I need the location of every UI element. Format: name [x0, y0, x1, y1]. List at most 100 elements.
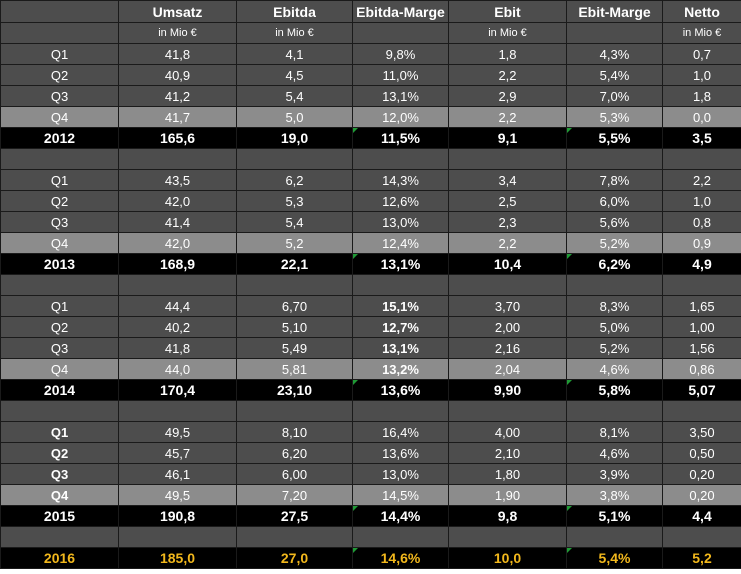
cell-ebit: 2,9 — [448, 85, 567, 107]
header-cell-umsatz: Umsatz — [118, 0, 237, 23]
cell-ebit-marge: 3,8% — [566, 484, 663, 506]
row-label: 2013 — [0, 253, 119, 275]
cell-ebitda: 5,10 — [236, 316, 353, 338]
cell-ebitda-marge: 13,6% — [352, 442, 449, 464]
quarter-row: Q2 40,2 5,10 12,7% 2,00 5,0% 1,00 — [0, 316, 741, 338]
quarter-row: Q2 42,0 5,3 12,6% 2,5 6,0% 1,0 — [0, 190, 741, 212]
cell-ebitda-marge: 12,6% — [352, 190, 449, 212]
cell-ebit: 2,00 — [448, 316, 567, 338]
quarter-row: Q2 40,9 4,5 11,0% 2,2 5,4% 1,0 — [0, 64, 741, 86]
cell-ebit: 2,2 — [448, 232, 567, 254]
cell-netto: 1,56 — [662, 337, 741, 359]
total-row: 2015 190,8 27,5 14,4% 9,8 5,1% 4,4 — [0, 505, 741, 527]
cell-ebitda-marge: 13,0% — [352, 463, 449, 485]
spacer-cell — [662, 400, 741, 422]
quarter-row: Q2 45,7 6,20 13,6% 2,10 4,6% 0,50 — [0, 442, 741, 464]
row-label: Q4 — [0, 358, 119, 380]
cell-ebitda: 4,5 — [236, 64, 353, 86]
row-label: Q4 — [0, 484, 119, 506]
cell-netto: 0,50 — [662, 442, 741, 464]
cell-ebitda: 6,70 — [236, 295, 353, 317]
header-row: Umsatz Ebitda Ebitda-Marge Ebit Ebit-Mar… — [0, 0, 741, 23]
cell-umsatz: 42,0 — [118, 190, 237, 212]
cell-ebit: 2,5 — [448, 190, 567, 212]
cell-umsatz: 185,0 — [118, 547, 237, 569]
cell-umsatz: 41,8 — [118, 337, 237, 359]
cell-ebitda-marge: 11,0% — [352, 64, 449, 86]
row-label: Q1 — [0, 421, 119, 443]
unit-cell-ebitda: in Mio € — [236, 22, 353, 44]
cell-ebitda-marge: 14,3% — [352, 169, 449, 191]
cell-netto: 0,20 — [662, 463, 741, 485]
spacer-cell — [352, 526, 449, 548]
header-cell-ebit-marge: Ebit-Marge — [566, 0, 663, 23]
cell-ebit-marge: 4,3% — [566, 43, 663, 65]
cell-umsatz: 42,0 — [118, 232, 237, 254]
row-label: Q3 — [0, 85, 119, 107]
cell-ebitda: 22,1 — [236, 253, 353, 275]
cell-umsatz: 43,5 — [118, 169, 237, 191]
unit-cell-umsatz: in Mio € — [118, 22, 237, 44]
cell-umsatz: 49,5 — [118, 484, 237, 506]
row-label: Q3 — [0, 463, 119, 485]
spacer-cell — [448, 400, 567, 422]
header-cell-netto: Netto — [662, 0, 741, 23]
cell-netto: 1,8 — [662, 85, 741, 107]
cell-netto: 2,2 — [662, 169, 741, 191]
row-label: 2012 — [0, 127, 119, 149]
total-row: 2014 170,4 23,10 13,6% 9,90 5,8% 5,07 — [0, 379, 741, 401]
cell-ebitda: 19,0 — [236, 127, 353, 149]
spacer-cell — [0, 400, 119, 422]
cell-ebitda: 27,0 — [236, 547, 353, 569]
cell-ebitda: 7,20 — [236, 484, 353, 506]
header-cell-ebitda-marge: Ebitda-Marge — [352, 0, 449, 23]
cell-ebitda: 23,10 — [236, 379, 353, 401]
row-label: 2014 — [0, 379, 119, 401]
cell-ebitda: 8,10 — [236, 421, 353, 443]
cell-ebitda-marge: 16,4% — [352, 421, 449, 443]
spacer-cell — [448, 526, 567, 548]
cell-ebitda-marge: 11,5% — [352, 127, 449, 149]
cell-ebit: 4,00 — [448, 421, 567, 443]
unit-cell-netto: in Mio € — [662, 22, 741, 44]
cell-ebit-marge: 7,0% — [566, 85, 663, 107]
cell-netto: 5,2 — [662, 547, 741, 569]
quarter-row: Q1 41,8 4,1 9,8% 1,8 4,3% 0,7 — [0, 43, 741, 65]
cell-netto: 0,20 — [662, 484, 741, 506]
row-label: Q1 — [0, 43, 119, 65]
row-label: Q2 — [0, 190, 119, 212]
cell-netto: 3,50 — [662, 421, 741, 443]
total-row: 2013 168,9 22,1 13,1% 10,4 6,2% 4,9 — [0, 253, 741, 275]
spacer-cell — [566, 526, 663, 548]
row-label: 2016 — [0, 547, 119, 569]
cell-umsatz: 40,2 — [118, 316, 237, 338]
cell-ebit: 2,04 — [448, 358, 567, 380]
cell-netto: 0,0 — [662, 106, 741, 128]
row-label: Q3 — [0, 211, 119, 233]
cell-ebit: 2,16 — [448, 337, 567, 359]
quarter-row: Q4 44,0 5,81 13,2% 2,04 4,6% 0,86 — [0, 358, 741, 380]
cell-ebitda: 6,2 — [236, 169, 353, 191]
cell-ebit: 10,0 — [448, 547, 567, 569]
header-cell-label — [0, 0, 119, 23]
cell-ebit: 3,70 — [448, 295, 567, 317]
quarter-row: Q4 41,7 5,0 12,0% 2,2 5,3% 0,0 — [0, 106, 741, 128]
row-label: Q2 — [0, 64, 119, 86]
cell-ebit-marge: 5,1% — [566, 505, 663, 527]
cell-ebit-marge: 5,3% — [566, 106, 663, 128]
cell-ebit-marge: 5,2% — [566, 232, 663, 254]
cell-ebitda-marge: 14,6% — [352, 547, 449, 569]
cell-ebit-marge: 5,4% — [566, 64, 663, 86]
cell-netto: 4,4 — [662, 505, 741, 527]
cell-ebitda: 5,4 — [236, 85, 353, 107]
row-label: Q2 — [0, 442, 119, 464]
cell-ebit-marge: 8,1% — [566, 421, 663, 443]
cell-ebit-marge: 5,5% — [566, 127, 663, 149]
spacer-cell — [448, 274, 567, 296]
cell-ebit-marge: 5,6% — [566, 211, 663, 233]
cell-umsatz: 46,1 — [118, 463, 237, 485]
cell-ebitda-marge: 14,4% — [352, 505, 449, 527]
unit-cell-ebit-marge — [566, 22, 663, 44]
cell-ebitda: 4,1 — [236, 43, 353, 65]
cell-ebit: 1,8 — [448, 43, 567, 65]
